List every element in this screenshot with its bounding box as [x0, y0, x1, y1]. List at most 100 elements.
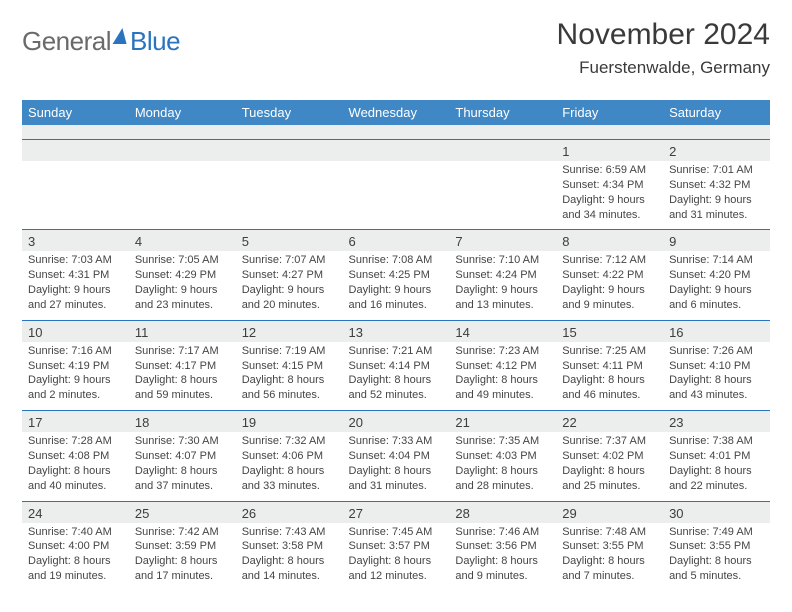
date-cell: 16	[663, 320, 770, 342]
info-cell: Sunrise: 7:03 AMSunset: 4:31 PMDaylight:…	[22, 251, 129, 320]
info-cell: Sunrise: 7:10 AMSunset: 4:24 PMDaylight:…	[449, 251, 556, 320]
date-cell: 10	[22, 320, 129, 342]
info-cell: Sunrise: 7:42 AMSunset: 3:59 PMDaylight:…	[129, 523, 236, 591]
daylight-text: Daylight: 8 hours and 31 minutes.	[349, 464, 444, 494]
sunrise-text: Sunrise: 7:35 AM	[455, 434, 550, 449]
date-cell: 26	[236, 501, 343, 523]
daylight-text: Daylight: 9 hours and 13 minutes.	[455, 283, 550, 313]
info-cell: Sunrise: 7:33 AMSunset: 4:04 PMDaylight:…	[343, 432, 450, 501]
sunset-text: Sunset: 4:06 PM	[242, 449, 337, 464]
date-cell: 20	[343, 411, 450, 433]
sunrise-text: Sunrise: 7:10 AM	[455, 253, 550, 268]
info-cell: Sunrise: 7:43 AMSunset: 3:58 PMDaylight:…	[236, 523, 343, 591]
date-cell	[343, 140, 450, 162]
date-cell	[236, 140, 343, 162]
info-row: Sunrise: 7:03 AMSunset: 4:31 PMDaylight:…	[22, 251, 770, 320]
date-cell: 3	[22, 230, 129, 252]
date-cell: 19	[236, 411, 343, 433]
day-header: Thursday	[449, 100, 556, 125]
date-cell: 6	[343, 230, 450, 252]
info-cell	[129, 161, 236, 230]
daylight-text: Daylight: 9 hours and 27 minutes.	[28, 283, 123, 313]
sunrise-text: Sunrise: 6:59 AM	[562, 163, 657, 178]
date-row: 17181920212223	[22, 411, 770, 433]
sunrise-text: Sunrise: 7:17 AM	[135, 344, 230, 359]
date-cell: 12	[236, 320, 343, 342]
info-cell: Sunrise: 7:28 AMSunset: 4:08 PMDaylight:…	[22, 432, 129, 501]
day-header: Monday	[129, 100, 236, 125]
sunset-text: Sunset: 4:03 PM	[455, 449, 550, 464]
sunrise-text: Sunrise: 7:28 AM	[28, 434, 123, 449]
info-cell: Sunrise: 7:12 AMSunset: 4:22 PMDaylight:…	[556, 251, 663, 320]
sunset-text: Sunset: 4:32 PM	[669, 178, 764, 193]
info-cell: Sunrise: 7:49 AMSunset: 3:55 PMDaylight:…	[663, 523, 770, 591]
logo: General Blue	[22, 26, 180, 57]
daylight-text: Daylight: 8 hours and 56 minutes.	[242, 373, 337, 403]
info-cell: Sunrise: 7:01 AMSunset: 4:32 PMDaylight:…	[663, 161, 770, 230]
sunset-text: Sunset: 4:00 PM	[28, 539, 123, 554]
info-cell: Sunrise: 6:59 AMSunset: 4:34 PMDaylight:…	[556, 161, 663, 230]
sunset-text: Sunset: 4:29 PM	[135, 268, 230, 283]
info-cell: Sunrise: 7:25 AMSunset: 4:11 PMDaylight:…	[556, 342, 663, 411]
info-cell: Sunrise: 7:38 AMSunset: 4:01 PMDaylight:…	[663, 432, 770, 501]
date-cell: 9	[663, 230, 770, 252]
day-header: Tuesday	[236, 100, 343, 125]
daylight-text: Daylight: 9 hours and 9 minutes.	[562, 283, 657, 313]
daylight-text: Daylight: 8 hours and 17 minutes.	[135, 554, 230, 584]
daylight-text: Daylight: 8 hours and 28 minutes.	[455, 464, 550, 494]
sunset-text: Sunset: 4:01 PM	[669, 449, 764, 464]
date-cell: 27	[343, 501, 450, 523]
sunrise-text: Sunrise: 7:32 AM	[242, 434, 337, 449]
sunset-text: Sunset: 4:02 PM	[562, 449, 657, 464]
separator-row	[22, 125, 770, 139]
date-cell: 21	[449, 411, 556, 433]
daylight-text: Daylight: 9 hours and 34 minutes.	[562, 193, 657, 223]
date-cell: 13	[343, 320, 450, 342]
day-header-row: Sunday Monday Tuesday Wednesday Thursday…	[22, 100, 770, 125]
sunset-text: Sunset: 4:10 PM	[669, 359, 764, 374]
date-cell: 17	[22, 411, 129, 433]
sunrise-text: Sunrise: 7:33 AM	[349, 434, 444, 449]
sunset-text: Sunset: 3:57 PM	[349, 539, 444, 554]
sunrise-text: Sunrise: 7:01 AM	[669, 163, 764, 178]
info-row: Sunrise: 7:28 AMSunset: 4:08 PM Daylight:…	[22, 432, 770, 501]
sunrise-text: Sunrise: 7:40 AM	[28, 525, 123, 540]
date-cell: 1	[556, 140, 663, 162]
info-cell: Sunrise: 7:46 AMSunset: 3:56 PMDaylight:…	[449, 523, 556, 591]
sunset-text: Sunset: 4:07 PM	[135, 449, 230, 464]
sunrise-text: Sunrise: 7:48 AM	[562, 525, 657, 540]
sunset-text: Sunset: 4:27 PM	[242, 268, 337, 283]
title-block: November 2024 Fuerstenwalde, Germany	[557, 18, 770, 78]
date-cell: 29	[556, 501, 663, 523]
info-cell	[22, 161, 129, 230]
sunset-text: Sunset: 4:08 PM	[28, 449, 123, 464]
date-row: 24252627282930	[22, 501, 770, 523]
date-row: 3456789	[22, 230, 770, 252]
date-cell: 14	[449, 320, 556, 342]
day-header: Wednesday	[343, 100, 450, 125]
date-cell: 28	[449, 501, 556, 523]
daylight-text: Daylight: 9 hours and 23 minutes.	[135, 283, 230, 313]
sunset-text: Sunset: 4:11 PM	[562, 359, 657, 374]
info-row: Sunrise: 7:16 AMSunset: 4:19 PMDaylight:…	[22, 342, 770, 411]
sunrise-text: Sunrise: 7:49 AM	[669, 525, 764, 540]
sunrise-text: Sunrise: 7:14 AM	[669, 253, 764, 268]
info-cell	[236, 161, 343, 230]
sunrise-text: Sunrise: 7:37 AM	[562, 434, 657, 449]
month-title: November 2024	[557, 18, 770, 52]
daylight-text: Daylight: 8 hours and 5 minutes.	[669, 554, 764, 584]
sunrise-text: Sunrise: 7:25 AM	[562, 344, 657, 359]
sunset-text: Sunset: 4:24 PM	[455, 268, 550, 283]
sunrise-text: Sunrise: 7:45 AM	[349, 525, 444, 540]
sunset-text: Sunset: 3:56 PM	[455, 539, 550, 554]
info-cell: Sunrise: 7:26 AMSunset: 4:10 PMDaylight:…	[663, 342, 770, 411]
day-header: Sunday	[22, 100, 129, 125]
date-cell: 4	[129, 230, 236, 252]
info-row: Sunrise: 6:59 AMSunset: 4:34 PMDaylight:…	[22, 161, 770, 230]
date-cell: 5	[236, 230, 343, 252]
sunset-text: Sunset: 4:04 PM	[349, 449, 444, 464]
info-cell: Sunrise: 7:48 AMSunset: 3:55 PMDaylight:…	[556, 523, 663, 591]
info-cell: Sunrise: 7:05 AMSunset: 4:29 PMDaylight:…	[129, 251, 236, 320]
date-cell: 30	[663, 501, 770, 523]
day-header: Saturday	[663, 100, 770, 125]
